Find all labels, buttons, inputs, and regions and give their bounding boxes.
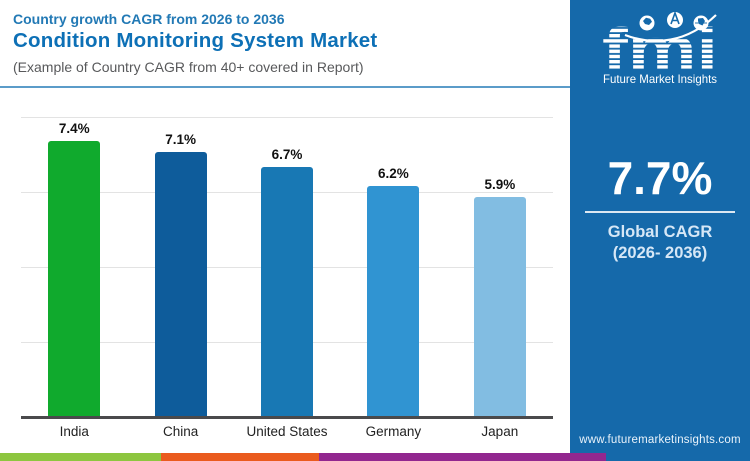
website-link[interactable]: www.futuremarketinsights.com bbox=[579, 434, 741, 446]
stat-label-line1: Global CAGR bbox=[607, 223, 713, 241]
bars-row: 7.4% 7.1% 6.7% 6.2% 5.9% bbox=[21, 100, 553, 418]
bar-column: 5.9% bbox=[447, 177, 553, 418]
bar-value-label: 7.4% bbox=[58, 120, 90, 136]
bar-column: 6.7% bbox=[234, 147, 340, 418]
footer-stripe-green bbox=[0, 453, 161, 461]
bar-value-label: 7.1% bbox=[165, 131, 196, 147]
bar bbox=[367, 185, 420, 418]
bar-value-label: 6.2% bbox=[378, 165, 409, 181]
fmi-logo-graphic: fmi Fut bbox=[602, 10, 718, 86]
x-axis-label: Japan bbox=[481, 424, 519, 439]
bar bbox=[261, 166, 314, 418]
bar bbox=[48, 140, 101, 418]
bar-column: 7.1% bbox=[127, 132, 233, 418]
bar-value-label: 5.9% bbox=[484, 176, 516, 192]
footer-stripe-orange bbox=[161, 453, 319, 461]
bar-chart: 7.4% 7.1% 6.7% 6.2% 5.9% bbox=[21, 100, 553, 418]
americas-globe-icon bbox=[639, 15, 655, 31]
bar bbox=[154, 151, 207, 418]
asia-globe-icon bbox=[667, 10, 683, 28]
header-separator bbox=[0, 86, 570, 88]
bar-value-label: 6.7% bbox=[271, 146, 303, 162]
page-title: Condition Monitoring System Market bbox=[13, 29, 378, 52]
x-axis-label: India bbox=[59, 424, 89, 439]
stat-label-line2: (2026- 2036) bbox=[612, 244, 708, 262]
brand-panel: fmi Fut bbox=[570, 0, 750, 461]
footer-stripe-purple bbox=[319, 453, 606, 461]
logo-caption: Future Market Insights bbox=[603, 73, 717, 86]
stat-divider bbox=[585, 211, 735, 213]
chart-subtitle: (Example of Country CAGR from 40+ covere… bbox=[13, 59, 364, 75]
x-axis-label: Germany bbox=[365, 424, 422, 439]
chart-eyebrow: Country growth CAGR from 2026 to 2036 bbox=[13, 11, 285, 27]
bar-column: 7.4% bbox=[21, 120, 127, 418]
africa-globe-icon bbox=[693, 15, 709, 31]
x-axis-label: China bbox=[162, 424, 199, 439]
stat-value: 7.7% bbox=[607, 152, 713, 204]
global-cagr-stat: 7.7% Global CAGR (2026- 2036) bbox=[570, 155, 750, 264]
x-axis-line bbox=[21, 416, 553, 419]
x-axis-label: United States bbox=[246, 424, 328, 439]
gridline bbox=[21, 117, 553, 118]
fmi-logo: fmi Fut bbox=[599, 8, 721, 93]
x-axis-labels: India China United States Germany Japan bbox=[21, 424, 553, 439]
bar-column: 6.2% bbox=[340, 165, 446, 418]
bar bbox=[473, 196, 526, 418]
